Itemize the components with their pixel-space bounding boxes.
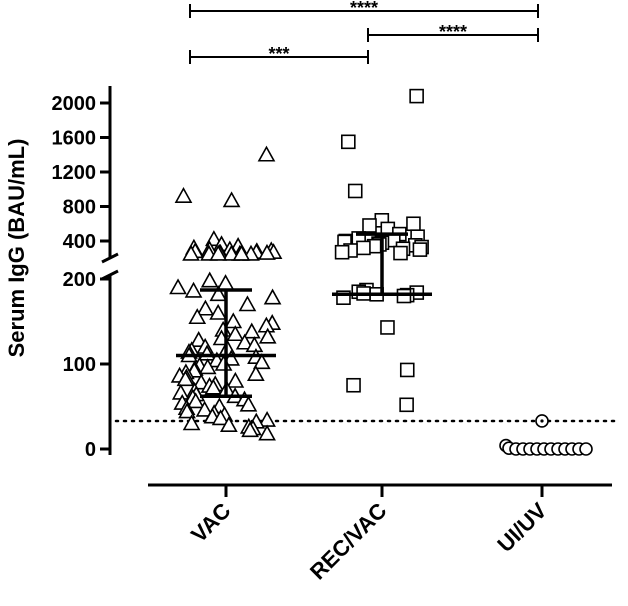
triangle-point [246,365,265,382]
triangle-point [198,358,217,375]
square-point [362,218,377,233]
square-point [341,134,356,150]
triangle-point [182,414,201,431]
circle-point [579,442,593,456]
triangle-point [257,145,276,162]
data-points [169,88,593,456]
y-tick-label: 200 [63,269,96,291]
circle-point-dot [540,419,544,423]
significance-brackets: *********** [189,0,539,64]
triangle-point [216,274,235,291]
triangle-point [226,325,245,342]
triangle-point [258,327,277,344]
square-point [409,88,424,104]
y-tick-label: 1200 [52,162,97,184]
axis-break-mark [101,252,119,264]
triangle-point [226,371,245,388]
square-point [399,362,415,378]
significance-label: **** [350,0,378,18]
triangle-point [224,312,243,329]
triangle-point [174,187,193,203]
y-tick-label: 1600 [52,128,97,150]
y-tick-label: 0 [85,439,96,461]
triangle-point [263,288,282,305]
triangle-point [242,322,261,339]
square-point [399,397,414,413]
triangle-point [176,370,195,387]
y-tick-label: 800 [63,197,96,219]
square-point [356,240,371,256]
triangle-point [195,400,214,417]
triangle-point [200,271,219,288]
triangle-point [235,333,254,350]
square-point [347,183,363,199]
x-tick-label: UI/UV [492,498,551,557]
square-point [412,242,428,257]
triangle-point [182,244,200,261]
triangle-point [222,191,241,208]
square-point [406,216,421,232]
x-tick-label: REC/VAC [305,498,392,585]
triangle-point [232,244,251,261]
triangle-point [169,278,187,295]
triangle-point [209,285,228,302]
triangle-point [188,308,207,325]
triangle-point [258,243,276,260]
triangle-point [204,378,223,395]
square-point [393,245,408,261]
axes: 0 100 200 400 800 1200 1600 2000 VAC REC/VAC UI/UV [52,86,612,585]
triangle-point [258,424,276,441]
triangle-point [196,299,215,316]
triangle-point [238,295,257,312]
triangle-point [241,421,259,438]
triangle-point [219,416,238,433]
significance-label: **** [439,22,467,42]
median-iqr-bars [176,232,432,399]
triangle-point [186,392,205,409]
triangle-point [252,353,271,370]
triangle-point [209,303,227,320]
y-tick-label: 400 [63,231,96,253]
triangle-point [178,402,196,419]
square-point [334,244,350,260]
triangle-point [209,244,228,261]
x-tick-label: VAC [186,498,235,547]
triangle-point [184,281,203,298]
y-axis-label: Serum IgG (BAU/mL) [4,139,29,358]
triangle-point [239,395,258,412]
square-point [380,320,395,335]
significance-label: *** [268,44,289,64]
y-tick-label: 2000 [52,93,97,115]
y-tick-label: 100 [63,354,96,376]
triangle-point [211,409,230,426]
square-point [346,377,361,393]
